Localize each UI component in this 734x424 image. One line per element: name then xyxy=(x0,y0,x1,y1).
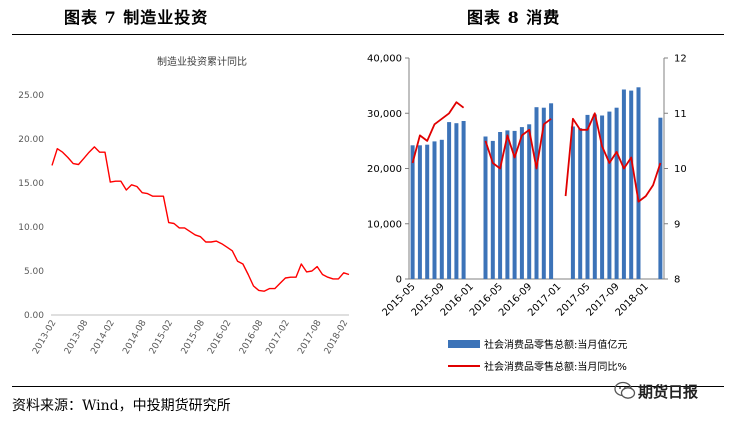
manufacturing-investment-chart: 制造业投资累计同比 0.00 5.00 10.00 15.00 20.00 25.00 2… xyxy=(18,55,350,357)
right-left-y-tick-label: 20,000 xyxy=(367,164,402,175)
right-left-y-tick-label: 30,000 xyxy=(367,109,402,120)
left-y-tick-label: 0.00 xyxy=(24,311,44,321)
bar-retail-sales-value xyxy=(417,145,422,279)
right-left-y-tick-label: 0 xyxy=(396,275,402,286)
left-x-tick-label: 2013-02 xyxy=(31,319,58,357)
bar-retail-sales-value xyxy=(447,122,452,279)
right-right-y-tick-label: 11 xyxy=(674,109,687,120)
left-chart-title: 制造业投资累计同比 xyxy=(157,55,247,68)
legend: 社会消费品零售总额:当月值亿元 社会消费品零售总额:当月同比% xyxy=(448,338,627,373)
bar-retail-sales-value xyxy=(432,141,437,279)
bar-retail-sales-value xyxy=(621,89,626,279)
right-left-y-tick-label: 10,000 xyxy=(367,219,402,230)
bottom-rule xyxy=(12,386,724,387)
left-x-tick-label: 2015-02 xyxy=(148,319,175,357)
bar-retail-sales-value xyxy=(636,87,641,279)
bar-retail-sales-value xyxy=(512,130,517,279)
bar-retail-sales-value xyxy=(490,140,495,279)
bar-retail-sales-value xyxy=(658,117,663,279)
bar-retail-sales-value xyxy=(461,121,466,279)
right-right-y-tick-label: 12 xyxy=(674,54,687,65)
bar-retail-sales-value xyxy=(519,127,524,279)
legend-bar-label: 社会消费品零售总额:当月值亿元 xyxy=(484,338,627,351)
bar-retail-sales-value xyxy=(505,130,510,279)
left-x-tick-label: 2013-08 xyxy=(63,318,91,356)
left-y-tick-label: 20.00 xyxy=(18,135,44,145)
watermark-text: 期货日报 xyxy=(638,383,699,401)
wechat-icon xyxy=(614,381,636,399)
left-x-tick-label: 2017-02 xyxy=(264,319,291,357)
bar-retail-sales-value xyxy=(629,90,634,279)
series-line-retail-sales-yoy xyxy=(564,112,662,203)
bar-retail-sales-value xyxy=(483,136,488,279)
bar-retail-sales-value xyxy=(527,124,532,279)
bar-retail-sales-value xyxy=(592,114,597,280)
bar-retail-sales-value xyxy=(607,111,612,279)
right-right-y-tick-label: 9 xyxy=(674,219,680,230)
left-y-tick-label: 5.00 xyxy=(24,267,44,277)
left-x-tick-label: 2017-08 xyxy=(296,318,324,356)
bar-retail-sales-value xyxy=(570,126,575,279)
left-x-tick-label: 2014-08 xyxy=(121,318,149,356)
bar-retail-sales-value xyxy=(454,123,459,279)
left-x-tick-label: 2015-08 xyxy=(180,318,208,356)
bar-retail-sales-value xyxy=(578,128,583,279)
left-x-tick-label: 2018-02 xyxy=(323,319,350,357)
left-x-tick-label: 2016-02 xyxy=(206,319,233,357)
bar-retail-sales-value xyxy=(541,107,546,279)
left-x-tick-label: 2014-02 xyxy=(89,319,116,357)
bar-retail-sales-value xyxy=(439,139,444,279)
bar-retail-sales-value xyxy=(534,107,539,279)
top-rule xyxy=(12,34,724,35)
left-y-tick-label: 10.00 xyxy=(18,223,44,233)
right-right-y-tick-label: 8 xyxy=(674,275,680,286)
legend-bar-swatch xyxy=(448,340,480,348)
bar-retail-sales-value xyxy=(498,132,503,279)
left-x-tick-label: 2016-08 xyxy=(238,318,266,356)
legend-line-label: 社会消费品零售总额:当月同比% xyxy=(484,360,627,373)
left-figure-title: 图表 7 制造业投资 xyxy=(64,8,209,27)
series-line-manufacturing-investment xyxy=(51,146,350,292)
source-note: 资料来源：Wind，中投期货研究所 xyxy=(12,398,231,414)
bar-retail-sales-value xyxy=(410,145,415,279)
bar-retail-sales-value xyxy=(425,144,430,279)
series-line-retail-sales-yoy xyxy=(411,101,465,164)
left-y-tick-label: 25.00 xyxy=(18,91,44,101)
right-figure-title: 图表 8 消费 xyxy=(467,8,561,27)
right-left-y-tick-label: 40,000 xyxy=(367,54,402,65)
bar-retail-sales-value xyxy=(614,107,619,279)
series-line-retail-sales-yoy xyxy=(484,118,552,170)
right-right-y-tick-label: 10 xyxy=(674,164,687,175)
bar-retail-sales-value xyxy=(549,103,554,279)
bar-retail-sales-value xyxy=(585,114,590,280)
bar-retail-sales-value xyxy=(600,115,605,279)
left-y-tick-label: 15.00 xyxy=(18,179,44,189)
